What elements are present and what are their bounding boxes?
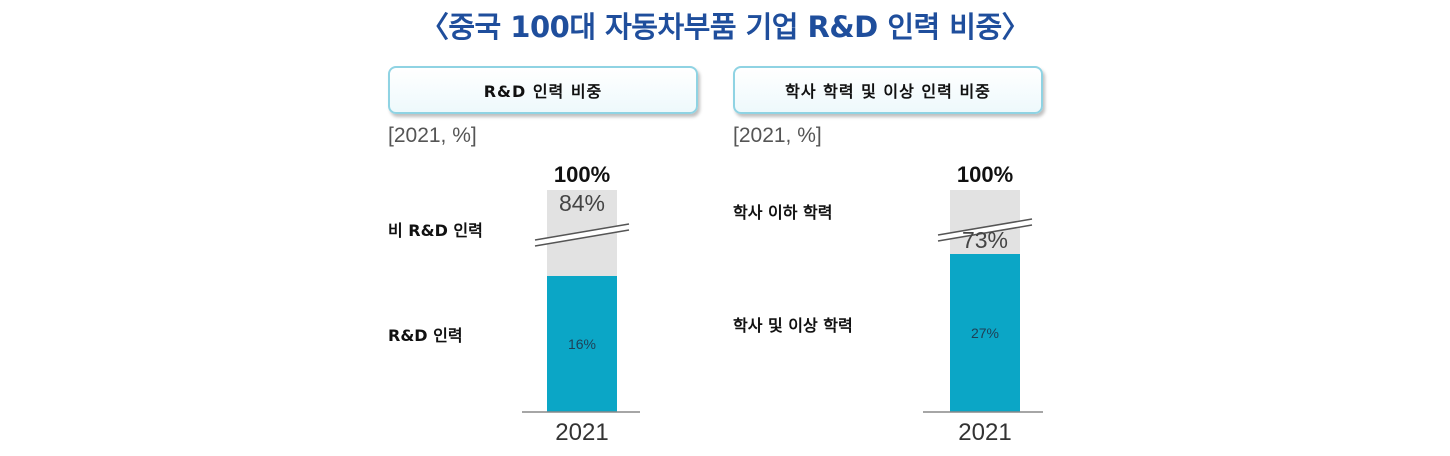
chart-panel-edu: 학사 학력 및 이상 인력 비중 [2021, %] 100% 73% 27% 202… bbox=[733, 66, 1053, 456]
total-label: 100% bbox=[554, 162, 610, 187]
data-label-secondary: 84% bbox=[559, 190, 605, 216]
data-label-secondary: 73% bbox=[962, 227, 1008, 253]
chart-panel-rd: R&D 인력 비중 [2021, %] 100% 84% 16% 2021 비 R&D … bbox=[388, 66, 748, 456]
data-label-primary: 16% bbox=[568, 336, 596, 352]
page-title: 〈중국 100대 자동차부품 기업 R&D 인력 비중〉 bbox=[419, 10, 1031, 44]
series-label-secondary: 비 R&D 인력 bbox=[388, 221, 483, 240]
x-tick-label: 2021 bbox=[958, 419, 1011, 446]
series-label-secondary: 학사 이하 학력 bbox=[733, 203, 832, 222]
total-label: 100% bbox=[957, 162, 1013, 187]
chart-rd: 100% 84% 16% 2021 비 R&D 인력 R&D 인력 bbox=[388, 162, 640, 446]
axis-break-line-bottom bbox=[937, 224, 1033, 242]
unit-note-edu: [2021, %] bbox=[733, 124, 822, 147]
chart-title-rd: R&D 인력 비중 bbox=[388, 66, 698, 114]
axis-break-line-top bbox=[534, 223, 630, 241]
chart-title-edu: 학사 학력 및 이상 인력 비중 bbox=[733, 66, 1043, 114]
series-label-primary: 학사 및 이상 학력 bbox=[733, 316, 853, 335]
unit-note-rd: [2021, %] bbox=[388, 124, 477, 147]
axis-break-gap bbox=[937, 218, 1033, 242]
axis-break-gap bbox=[534, 223, 630, 247]
data-label-primary: 27% bbox=[971, 325, 999, 341]
series-label-primary: R&D 인력 bbox=[388, 326, 463, 345]
bar-segment-rd bbox=[547, 276, 617, 412]
axis-break-line-top bbox=[937, 218, 1033, 236]
x-tick-label: 2021 bbox=[555, 419, 608, 446]
bar-segment-bachelor-plus bbox=[950, 254, 1020, 412]
axis-break-line-bottom bbox=[534, 229, 630, 247]
